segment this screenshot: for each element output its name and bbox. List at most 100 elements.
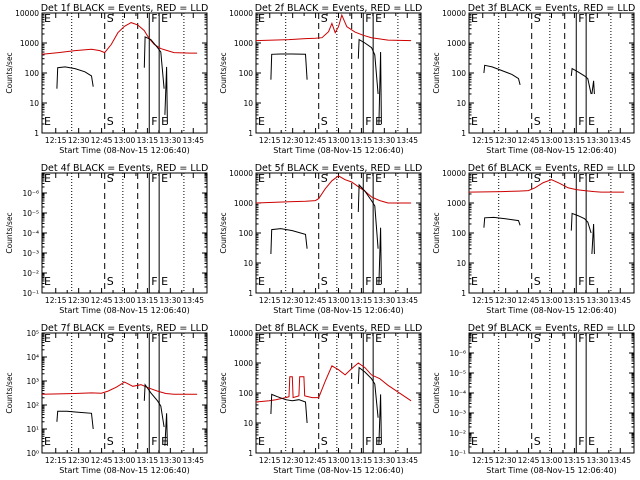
event-marker-label: F [151, 115, 157, 128]
x-tick-label: 12:15 [259, 456, 281, 465]
events-series-line [378, 394, 382, 445]
event-marker-label: F [151, 172, 157, 185]
y-tick-label: 10⁻⁵ [449, 369, 466, 378]
y-tick-label: 10 [243, 259, 253, 268]
event-marker-label: S [321, 172, 328, 185]
x-tick-label: 13:15 [137, 296, 159, 305]
event-marker-label: S [534, 12, 541, 25]
lld-series-line [469, 179, 625, 193]
event-marker-label: F [365, 12, 371, 25]
x-tick-label: 12:15 [472, 296, 494, 305]
events-series-line [591, 80, 595, 95]
detector-panel-9: Det 9f BLACK = Events, RED = LLD 10⁻¹ 10⁻²… [432, 323, 635, 475]
x-tick-label: 13:45 [609, 456, 631, 465]
y-tick-label: 1 [34, 129, 39, 138]
x-tick-label: 13:45 [396, 136, 418, 145]
detector-panel-3: Det 3f BLACK = Events, RED = LLD 1 10 100 10… [432, 3, 635, 155]
x-tick-label: 13:30 [374, 296, 396, 305]
y-tick-label: 100 [452, 229, 467, 238]
event-marker-label: E [161, 12, 168, 25]
event-marker-label: E [471, 435, 478, 448]
event-marker-label: E [588, 332, 595, 345]
event-marker-label: F [151, 275, 157, 288]
events-series-line [483, 64, 521, 86]
x-tick-label: 13:15 [564, 456, 586, 465]
y-tick-label: 10 [29, 99, 39, 108]
x-tick-label: 13:30 [587, 296, 609, 305]
event-marker-label: E [258, 115, 265, 128]
plot-frame [41, 332, 208, 454]
events-series-line [357, 366, 379, 418]
x-tick-label: 12:15 [45, 456, 67, 465]
x-tick-label: 13:00 [541, 296, 563, 305]
x-tick-label: 13:15 [564, 136, 586, 145]
y-axis-label: Counts/sec [5, 212, 14, 253]
y-axis-label: Counts/sec [219, 212, 228, 253]
event-marker-label: S [534, 172, 541, 185]
plot-frame [41, 172, 208, 294]
event-marker-label: S [107, 172, 114, 185]
x-tick-label: 13:00 [541, 136, 563, 145]
y-tick-label: 10⁻⁴ [449, 389, 466, 398]
y-tick-label: 1000 [234, 39, 253, 48]
events-series-line [378, 51, 382, 125]
y-tick-label: 10⁻⁵ [22, 209, 39, 218]
events-series-line [357, 183, 379, 249]
x-tick-label: 13:15 [351, 296, 373, 305]
event-marker-label: S [534, 332, 541, 345]
event-marker-label: S [107, 332, 114, 345]
detector-panel-1: Det 1f BLACK = Events, RED = LLD 1 10 100 10… [5, 3, 208, 155]
y-axis-label: Counts/sec [5, 372, 14, 413]
series-group [256, 362, 412, 445]
event-marker-label: E [44, 275, 51, 288]
events-series-line [143, 36, 165, 89]
x-tick-label: 13:30 [374, 456, 396, 465]
y-tick-label: 10⁵ [26, 329, 39, 338]
y-tick-label: 10⁻⁶ [449, 349, 466, 358]
event-marker-label: E [44, 435, 51, 448]
chart-title: Det 5f BLACK = Events, RED = LLD [255, 163, 423, 174]
x-tick-label: 13:45 [396, 456, 418, 465]
y-tick-label: 10⁻⁴ [22, 229, 39, 238]
x-tick-label: 12:30 [495, 136, 517, 145]
plot-frame [41, 12, 208, 134]
y-tick-label: 100 [25, 69, 40, 78]
x-tick-label: 13:30 [587, 456, 609, 465]
event-marker-label: F [151, 12, 157, 25]
x-tick-label: 12:30 [68, 296, 90, 305]
events-series-line [270, 393, 308, 424]
plot-frame [255, 172, 422, 294]
event-marker-label: E [471, 275, 478, 288]
x-tick-label: 13:15 [564, 296, 586, 305]
x-tick-label: 12:15 [472, 456, 494, 465]
event-marker-label: S [107, 275, 114, 288]
event-marker-label: E [375, 12, 382, 25]
y-tick-label: 1000 [447, 199, 466, 208]
lld-series-line [256, 362, 412, 403]
lld-series-line [42, 381, 198, 395]
event-marker-label: E [44, 115, 51, 128]
event-marker-label: E [161, 115, 168, 128]
x-tick-label: 12:15 [45, 136, 67, 145]
event-marker-label: F [578, 435, 584, 448]
event-marker-label: E [258, 275, 265, 288]
event-marker-label: E [588, 435, 595, 448]
y-tick-label: 1000 [234, 199, 253, 208]
x-tick-label: 13:00 [328, 136, 350, 145]
x-axis-label: Start Time (08-Nov-15 12:06:40) [273, 146, 403, 155]
y-tick-label: 10⁻¹ [22, 289, 39, 298]
detector-panel-8: Det 8f BLACK = Events, RED = LLD 1 10 100 10… [219, 323, 422, 475]
series-group [256, 13, 412, 125]
y-tick-label: 100 [239, 229, 254, 238]
plot-frame [255, 12, 422, 134]
events-series-line [378, 227, 382, 285]
plot-frame [255, 332, 422, 454]
x-axis-label: Start Time (08-Nov-15 12:06:40) [273, 306, 403, 315]
event-marker-label: E [471, 12, 478, 25]
detector-panel-5: Det 5f BLACK = Events, RED = LLD 1 10 100 10… [219, 163, 422, 315]
y-tick-label: 10⁰ [26, 449, 39, 458]
event-marker-label: S [107, 435, 114, 448]
x-tick-label: 13:30 [160, 296, 182, 305]
event-marker-label: F [151, 435, 157, 448]
events-series-line [570, 67, 592, 95]
